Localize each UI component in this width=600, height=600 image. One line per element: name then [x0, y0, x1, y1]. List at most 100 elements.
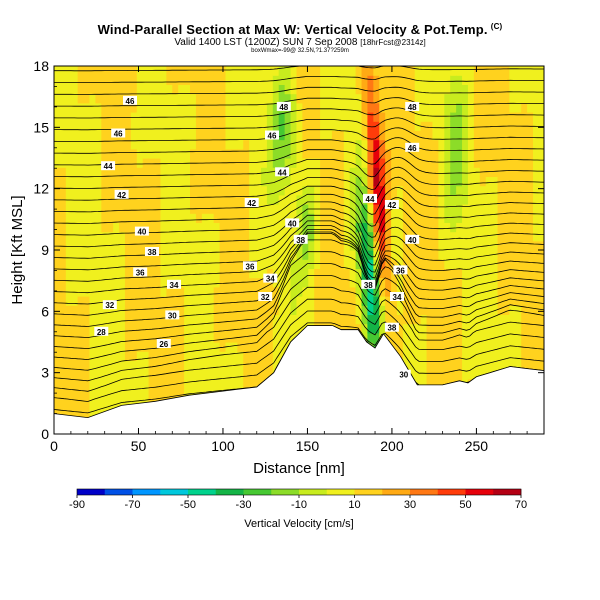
field-cell: [237, 139, 244, 150]
contour-label-bg: [165, 310, 180, 320]
field-cell: [527, 231, 534, 242]
field-cell: [231, 240, 238, 251]
field-cell: [278, 148, 286, 159]
field-cell: [260, 66, 268, 67]
field-cell: [420, 194, 428, 205]
field-cell: [54, 250, 61, 260]
field-cell: [130, 148, 138, 159]
field-cell: [473, 360, 481, 371]
field-cell: [509, 185, 516, 196]
field-cell: [284, 240, 292, 251]
field-cell: [320, 84, 327, 95]
field-cell: [444, 102, 451, 113]
field-cell: [521, 66, 528, 67]
field-cell: [515, 139, 522, 150]
field-cell: [491, 231, 499, 242]
contour-label: 34: [390, 292, 404, 302]
field-cell: [397, 342, 404, 352]
field-cell: [527, 342, 534, 352]
field-cell: [420, 121, 428, 131]
field-cell: [160, 378, 167, 389]
contour-label-text: 38: [387, 324, 396, 333]
field-cell: [225, 139, 233, 150]
field-cell: [77, 332, 85, 343]
field-cell: [142, 66, 150, 76]
field-cell: [231, 93, 238, 104]
field-cell: [278, 231, 286, 242]
field-cell: [255, 66, 262, 67]
field-cell: [355, 296, 363, 306]
field-cell: [225, 93, 233, 104]
field-cell: [113, 259, 120, 269]
field-cell: [343, 121, 351, 131]
field-cell: [260, 351, 268, 361]
field-cell: [184, 378, 191, 389]
field-cell: [290, 259, 298, 269]
field-cell: [89, 213, 96, 223]
field-cell: [420, 314, 428, 325]
field-cell: [533, 75, 540, 85]
field-cell: [113, 222, 120, 233]
field-cell: [237, 268, 244, 279]
field-cell: [533, 305, 540, 315]
field-cell: [326, 213, 333, 223]
field-cell: [71, 286, 79, 297]
field-cell: [420, 185, 428, 196]
field-cell: [491, 158, 499, 168]
field-cell: [497, 351, 505, 361]
field-cell: [178, 121, 185, 131]
field-cell: [113, 148, 120, 159]
field-cell: [408, 121, 416, 131]
field-cell: [414, 93, 422, 104]
field-cell: [414, 112, 422, 122]
field-cell: [190, 130, 197, 141]
field-cell: [343, 158, 351, 168]
field-cell: [284, 194, 292, 205]
field-cell: [515, 286, 522, 297]
field-cell: [479, 250, 487, 260]
field-cell: [450, 194, 457, 205]
field-cell: [438, 314, 445, 325]
field-cell: [107, 286, 114, 297]
field-cell: [272, 102, 280, 113]
field-cell: [509, 286, 516, 297]
field-cell: [272, 222, 280, 233]
field-cell: [142, 342, 150, 352]
field-cell: [65, 66, 73, 67]
field-cell: [54, 351, 61, 361]
contour-label-bg: [361, 279, 376, 289]
field-cell: [284, 139, 292, 150]
field-cell: [154, 213, 162, 223]
field-cell: [107, 250, 114, 260]
field-cell: [113, 231, 120, 242]
field-cell: [172, 66, 179, 76]
field-cell: [166, 66, 173, 67]
field-cell: [284, 286, 292, 297]
field-cell: [113, 176, 120, 187]
field-cell: [107, 342, 114, 352]
field-cell: [432, 360, 439, 371]
field-cell: [456, 369, 463, 380]
field-cell: [527, 158, 534, 168]
field-cell: [107, 388, 114, 398]
field-cell: [467, 66, 475, 67]
field-cell: [485, 176, 493, 187]
field-cell: [361, 75, 369, 85]
contour-label-text: 32: [261, 293, 270, 302]
field-cell: [331, 185, 339, 196]
contour-label-bg: [134, 226, 149, 236]
field-cell: [54, 305, 61, 315]
field-cell: [190, 268, 197, 279]
contour-label: 44: [275, 167, 290, 177]
field-cell: [260, 121, 268, 131]
field-cell: [343, 66, 351, 67]
field-cell: [314, 277, 321, 288]
field-cell: [77, 406, 85, 417]
field-cell: [438, 130, 445, 141]
field-cell: [89, 139, 96, 150]
field-cell: [367, 66, 374, 67]
field-cell: [178, 185, 185, 196]
field-cell: [219, 351, 227, 361]
field-cell: [119, 139, 126, 150]
field-cell: [83, 323, 91, 334]
